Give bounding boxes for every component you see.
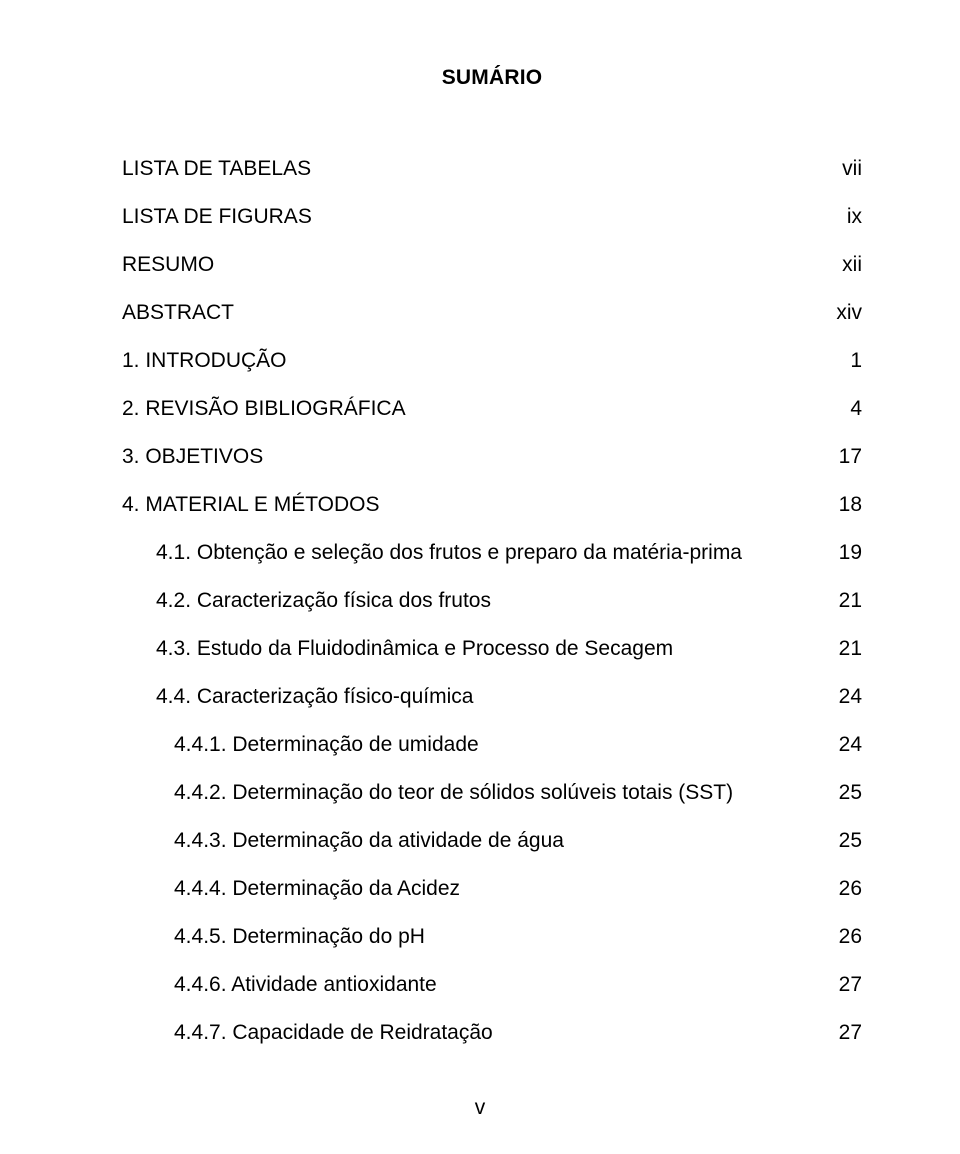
- toc-entry-label: 4.4. Caracterização físico-química: [156, 686, 473, 707]
- toc-entry-label: 4.1. Obtenção e seleção dos frutos e pre…: [156, 542, 742, 563]
- toc-entry: ABSTRACT xiv: [122, 302, 862, 323]
- toc-entry-page: 17: [839, 446, 862, 467]
- toc-container: LISTA DE TABELAS vii LISTA DE FIGURAS ix RE…: [122, 158, 862, 1043]
- toc-entry-label: 4.4.2. Determinação do teor de sólidos s…: [174, 782, 733, 803]
- toc-entry: 4.4.4. Determinação da Acidez 26: [122, 878, 862, 899]
- toc-entry-page: vii: [842, 158, 862, 179]
- toc-entry: 4.4.5. Determinação do pH 26: [122, 926, 862, 947]
- toc-entry-page: 4: [850, 398, 862, 419]
- toc-entry-page: 19: [839, 542, 862, 563]
- toc-entry-label: 4.4.6. Atividade antioxidante: [174, 974, 437, 995]
- toc-entry: 4.4.7. Capacidade de Reidratação 27: [122, 1022, 862, 1043]
- toc-entry-label: 2. REVISÃO BIBLIOGRÁFICA: [122, 398, 406, 419]
- toc-entry-label: 4. MATERIAL E MÉTODOS: [122, 494, 380, 515]
- toc-entry: 2. REVISÃO BIBLIOGRÁFICA 4: [122, 398, 862, 419]
- page-number: v: [0, 1096, 960, 1120]
- page: SUMÁRIO LISTA DE TABELAS vii LISTA DE FIGU…: [0, 0, 960, 1154]
- toc-entry-page: 18: [839, 494, 862, 515]
- toc-entry: 4.4.3. Determinação da atividade de água…: [122, 830, 862, 851]
- toc-entry-page: 27: [839, 974, 862, 995]
- toc-entry-page: 24: [839, 734, 862, 755]
- toc-entry: 4.4.1. Determinação de umidade 24: [122, 734, 862, 755]
- toc-entry-label: 4.4.1. Determinação de umidade: [174, 734, 479, 755]
- toc-entry: RESUMO xii: [122, 254, 862, 275]
- toc-entry-page: ix: [847, 206, 862, 227]
- toc-entry: 1. INTRODUÇÃO 1: [122, 350, 862, 371]
- toc-entry-label: 4.2. Caracterização física dos frutos: [156, 590, 491, 611]
- toc-entry: 3. OBJETIVOS 17: [122, 446, 862, 467]
- toc-entry-page: 26: [839, 878, 862, 899]
- toc-entry-page: 21: [839, 638, 862, 659]
- toc-entry-label: 4.4.7. Capacidade de Reidratação: [174, 1022, 493, 1043]
- toc-entry: LISTA DE TABELAS vii: [122, 158, 862, 179]
- toc-entry: 4.4. Caracterização físico-química 24: [122, 686, 862, 707]
- toc-entry-page: 27: [839, 1022, 862, 1043]
- toc-entry-label: RESUMO: [122, 254, 214, 275]
- toc-entry-page: 1: [850, 350, 862, 371]
- toc-entry-label: 4.4.3. Determinação da atividade de água: [174, 830, 564, 851]
- toc-entry-page: 26: [839, 926, 862, 947]
- toc-entry: 4.4.6. Atividade antioxidante 27: [122, 974, 862, 995]
- toc-entry-label: 4.4.5. Determinação do pH: [174, 926, 425, 947]
- toc-entry-page: xii: [842, 254, 862, 275]
- toc-entry-page: 24: [839, 686, 862, 707]
- toc-entry: 4.2. Caracterização física dos frutos 21: [122, 590, 862, 611]
- toc-entry: 4.4.2. Determinação do teor de sólidos s…: [122, 782, 862, 803]
- toc-entry-label: LISTA DE TABELAS: [122, 158, 311, 179]
- toc-entry-page: 21: [839, 590, 862, 611]
- toc-entry-label: LISTA DE FIGURAS: [122, 206, 312, 227]
- toc-entry-page: 25: [839, 782, 862, 803]
- toc-entry-label: 4.4.4. Determinação da Acidez: [174, 878, 460, 899]
- toc-entry-page: xiv: [836, 302, 862, 323]
- toc-entry-label: 1. INTRODUÇÃO: [122, 350, 287, 371]
- toc-entry-label: 4.3. Estudo da Fluidodinâmica e Processo…: [156, 638, 673, 659]
- toc-entry-label: 3. OBJETIVOS: [122, 446, 263, 467]
- toc-title: SUMÁRIO: [122, 66, 862, 90]
- toc-entry-label: ABSTRACT: [122, 302, 234, 323]
- toc-entry: LISTA DE FIGURAS ix: [122, 206, 862, 227]
- toc-entry: 4.1. Obtenção e seleção dos frutos e pre…: [122, 542, 862, 563]
- toc-entry-page: 25: [839, 830, 862, 851]
- toc-entry: 4.3. Estudo da Fluidodinâmica e Processo…: [122, 638, 862, 659]
- toc-entry: 4. MATERIAL E MÉTODOS 18: [122, 494, 862, 515]
